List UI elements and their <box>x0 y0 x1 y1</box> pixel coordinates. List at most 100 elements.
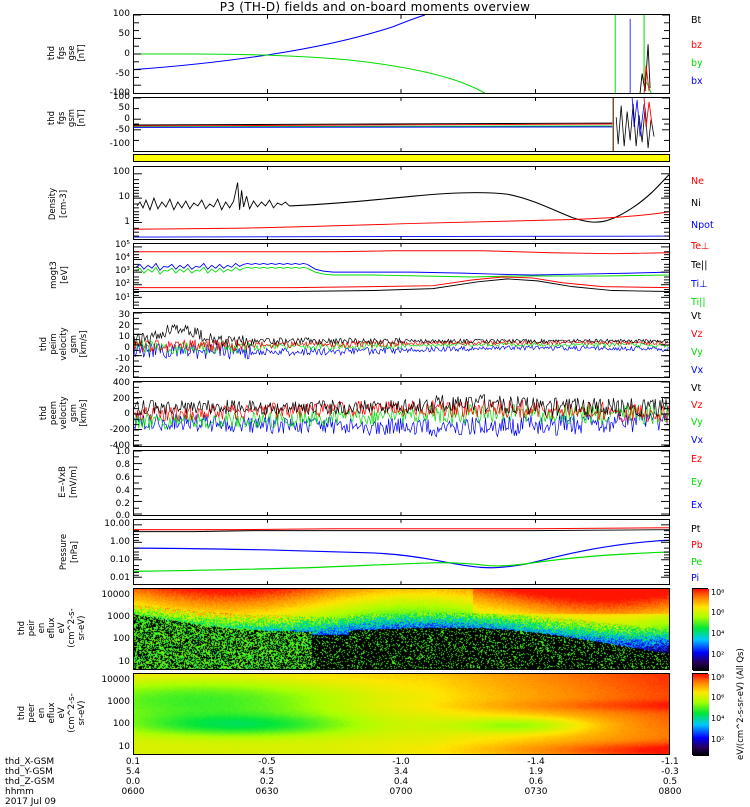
panel-efield[interactable] <box>133 450 670 516</box>
colorbar-peer-gradient <box>693 674 709 756</box>
panel-pressure[interactable] <box>133 519 670 585</box>
ytick-peer-100: 100 <box>112 719 130 729</box>
panel-peem-ylabel2: peem <box>49 381 59 445</box>
ylabel-line: thd <box>17 620 27 636</box>
panel-state-bar[interactable] <box>133 154 670 162</box>
ylabel-line: gsm <box>69 334 79 354</box>
ytick-peim-30: 30 <box>118 310 130 320</box>
ytick-peem-0: 0 <box>124 409 130 419</box>
panel-peer-ylabel1: thd <box>17 673 27 753</box>
ylabel-line: Density <box>48 187 58 221</box>
panel-fgs-gsm-ylabel3: gsm <box>67 88 77 148</box>
ylabel-line: E=-VxB <box>58 466 68 498</box>
ytick-p2-0: 0 <box>124 114 130 124</box>
xgsm-val-1: -0.5 <box>258 757 276 767</box>
cbtick-peir-1e6: 10⁶ <box>711 608 725 617</box>
ylabel-line: gsm <box>69 403 79 423</box>
peir-heatmap-canvas <box>134 589 669 669</box>
ylabel-line: eflux <box>47 702 57 724</box>
ytick-e-0p0: 0.0 <box>115 511 130 521</box>
legend-ey: Ey <box>691 477 703 488</box>
cbtick-peir-1e4: 10⁴ <box>711 629 725 638</box>
panel-temperature-ylabel: mogt3 <box>49 245 59 305</box>
panel-peim-ylabel3: velocity <box>59 312 69 376</box>
peer-heatmap-canvas <box>134 674 669 754</box>
panel-fgs-gse-ylabel2: fgs <box>57 14 67 92</box>
ylabel-line: en <box>37 707 47 719</box>
legend-peem-vx: Vx <box>691 435 704 446</box>
legend-peim-vy: Vy <box>691 347 703 358</box>
ytick-peem-m400: -400 <box>109 441 130 451</box>
ytick-p1-m100: -100 <box>109 88 130 98</box>
xgsm-val-4: -1.1 <box>661 757 679 767</box>
ylabel-line: eflux <box>47 617 57 639</box>
legend-peem-vy: Vy <box>691 417 703 428</box>
time-tick-3: 0730 <box>524 787 548 797</box>
date-label: 2017 Jul 09 <box>5 797 56 807</box>
panel-temperature[interactable] <box>133 243 670 309</box>
ylabel-line: sr-eV) <box>77 615 87 641</box>
panel-peir-ylabel7: sr-eV) <box>77 588 87 668</box>
panel-fgs-gse-ylabel: thd <box>47 14 57 92</box>
panel-fgs-gsm[interactable] <box>133 97 670 152</box>
legend-pt: Pt <box>691 524 701 535</box>
zgsm-val-2: 0.4 <box>393 777 409 787</box>
legend-ez: Ez <box>691 454 702 465</box>
panel-peir-ylabel1: thd <box>17 588 27 668</box>
panel-peer-spectrogram[interactable] <box>133 673 670 755</box>
colorbar-peir[interactable] <box>692 588 709 671</box>
ylabel-line: thd <box>39 336 49 352</box>
ylabel-line: [eV] <box>60 266 70 284</box>
panel-peir-ylabel6: (cm^2-s- <box>67 588 77 668</box>
panel-peer-ylabel3: en <box>37 673 47 753</box>
ylabel-line: peer <box>27 703 37 723</box>
legend-ti-par: Ti|| <box>691 297 706 308</box>
ytick-density-1: 1 <box>124 217 130 227</box>
ytick-p1-100: 100 <box>112 9 130 19</box>
panel-peer-ylabel5: eV <box>57 673 67 753</box>
panel-peir-ylabel5: eV <box>57 588 67 668</box>
panel-density[interactable] <box>133 166 670 240</box>
ylabel-line: Pressure <box>59 533 69 571</box>
ylabel-line: fgs <box>57 46 67 60</box>
panel-fgs-gsm-ylabel2: fgs <box>57 88 67 148</box>
ytick-e-0p6: 0.6 <box>115 473 130 483</box>
panel-peim-velocity[interactable] <box>133 312 670 378</box>
cbtick-peir-1e2: 10² <box>711 650 725 659</box>
colorbar-title: eV/(cm^2-s-sr-eV) (All Qs) <box>736 648 746 760</box>
ytick-p2-m100: -100 <box>109 139 130 149</box>
panel-peem-velocity[interactable] <box>133 381 670 447</box>
ylabel-line: [km/s] <box>79 330 89 358</box>
ylabel-line: eV <box>57 707 67 719</box>
panel-peir-ylabel4: eflux <box>47 588 57 668</box>
ytick-p-100: 1.00 <box>109 537 130 547</box>
panel-peir-spectrogram[interactable] <box>133 588 670 670</box>
legend-te-par: Te|| <box>691 260 708 271</box>
ytick-temp-1e4: 10⁴ <box>114 253 130 263</box>
ylabel-line: mogt3 <box>49 261 59 289</box>
ylabel-line: (cm^2-s- <box>67 608 77 648</box>
legend-peim-vz: Vz <box>691 329 703 340</box>
legend-peem-vt: Vt <box>691 383 702 394</box>
ytick-peer-10000: 10000 <box>101 675 130 685</box>
panel-fgs-gse[interactable] <box>133 14 670 94</box>
cbtick-peer-1e6: 10⁶ <box>711 693 725 702</box>
zgsm-val-4: 0.5 <box>662 777 678 787</box>
panel-temperature-ylabel2: [eV] <box>60 245 70 305</box>
time-tick-4: 0800 <box>658 787 682 797</box>
ytick-peer-1000: 1000 <box>107 697 130 707</box>
legend-bt: Bt <box>691 15 702 26</box>
ylabel-line: eV <box>57 622 67 634</box>
legend-te-perp: Te⊥ <box>691 241 710 252</box>
colorbar-peer[interactable] <box>692 673 709 756</box>
ylabel-line: thd <box>47 45 57 61</box>
panel-peir-ylabel3: en <box>37 588 47 668</box>
panel-fgs-gsm-ylabel4: [nT] <box>77 88 87 148</box>
ytick-e-0p8: 0.8 <box>115 460 130 470</box>
ylabel-line: en <box>37 622 47 634</box>
ytick-peim-m20: -20 <box>115 365 130 375</box>
ytick-peem-200: 200 <box>112 394 130 404</box>
ytick-peir-10000: 10000 <box>101 590 130 600</box>
legend-pe: Pe <box>691 557 703 568</box>
ytick-p2-m50: -50 <box>115 125 130 135</box>
